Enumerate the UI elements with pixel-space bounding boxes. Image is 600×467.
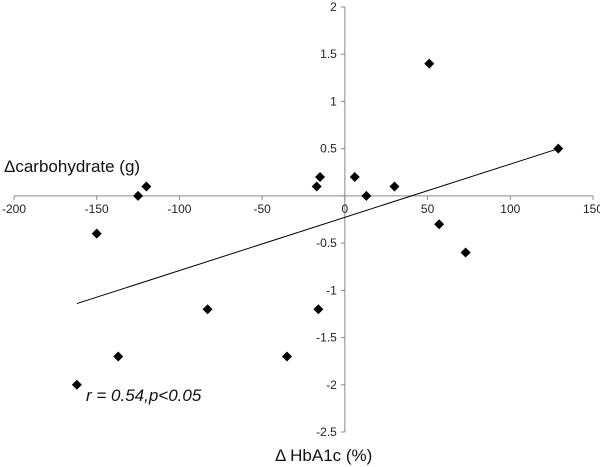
x-tick-label: -200 <box>2 202 26 216</box>
data-point <box>141 181 152 192</box>
correlation-annotation: r = 0.54,p<0.05 <box>86 386 202 405</box>
y-tick-label: 1.5 <box>320 47 337 61</box>
x-tick-label: 100 <box>500 202 520 216</box>
y-tick-label: 1 <box>330 94 337 108</box>
y-tick-label: 0.5 <box>320 142 337 156</box>
data-point <box>202 304 213 315</box>
data-point <box>133 190 144 201</box>
y-tick-label: -0.5 <box>316 236 337 250</box>
data-point <box>281 351 292 362</box>
data-point <box>424 58 435 69</box>
data-point <box>434 219 445 230</box>
y-tick-label: 2 <box>330 0 337 14</box>
y-tick-label: -2.5 <box>316 425 337 439</box>
x-tick-label: -150 <box>85 202 109 216</box>
data-point <box>460 247 471 258</box>
y-tick-label: -1 <box>326 283 337 297</box>
axes <box>13 6 594 433</box>
data-point <box>361 190 372 201</box>
x-tick-label: -100 <box>167 202 191 216</box>
data-point <box>313 304 324 315</box>
data-points <box>71 58 564 390</box>
data-point <box>311 181 322 192</box>
x-tick-label: 50 <box>421 202 435 216</box>
y-tick-label: -2 <box>326 378 337 392</box>
data-point <box>113 351 124 362</box>
tick-labels: -200 -150 -100 -50 0 50 100 150 2 1.5 1 0.5 -0.5 -1 -1… <box>2 0 600 439</box>
x-tick-label: 150 <box>583 202 600 216</box>
data-point <box>315 172 326 182</box>
y-tick-label: -1.5 <box>316 331 337 345</box>
data-point <box>349 172 360 182</box>
trendline <box>76 148 559 305</box>
y-axis-label: Δcarbohydrate (g) <box>4 157 140 176</box>
data-point <box>553 143 564 154</box>
data-point <box>71 379 82 390</box>
x-tick-label: -50 <box>253 202 271 216</box>
x-axis-label: Δ HbA1c (%) <box>275 446 372 465</box>
data-point <box>91 228 102 239</box>
data-point <box>389 181 400 192</box>
x-tick-label: 0 <box>342 202 349 216</box>
